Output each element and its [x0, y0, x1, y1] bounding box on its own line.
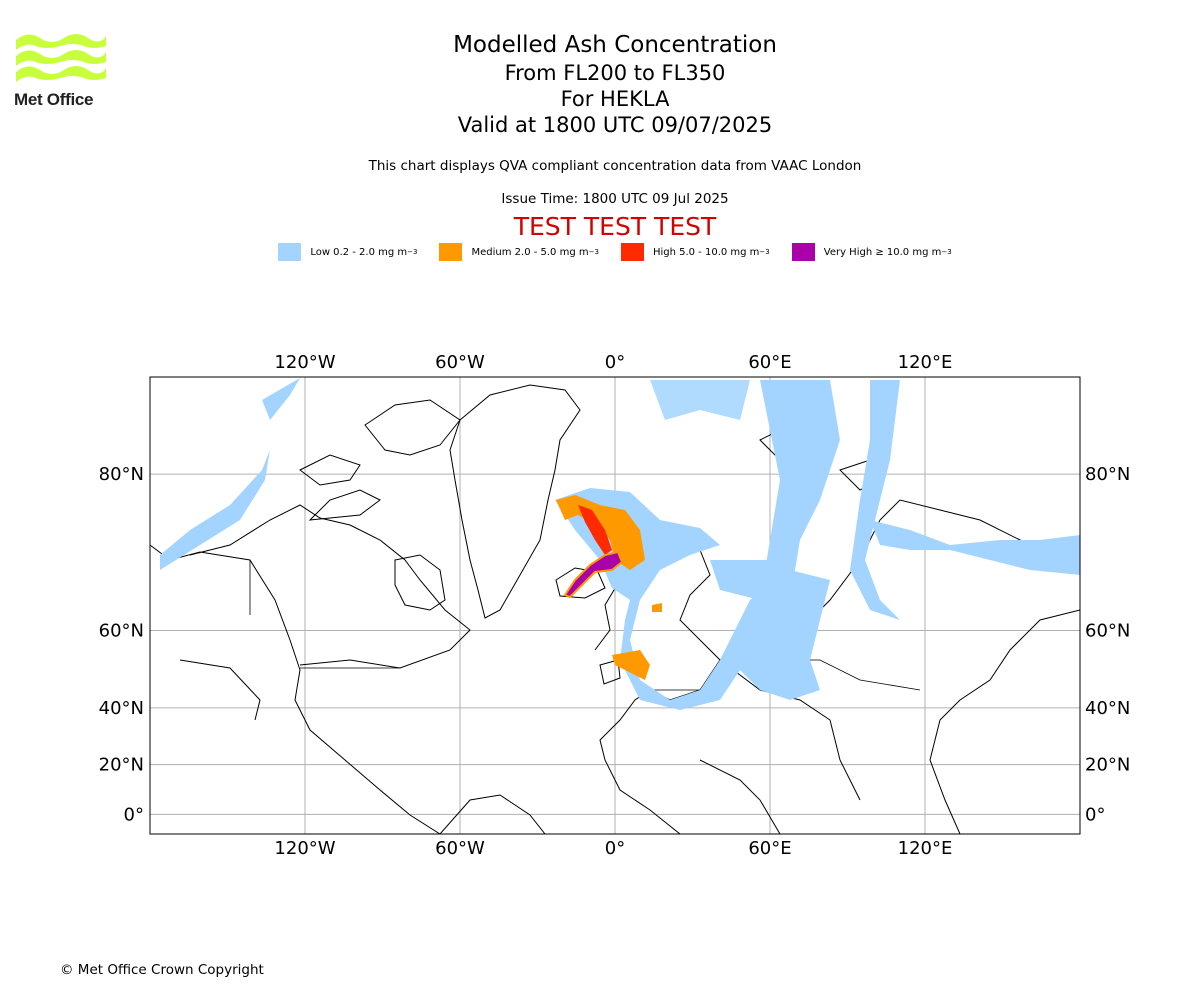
met-office-logo: Met Office [14, 30, 108, 112]
legend-swatch [620, 243, 644, 261]
legend-swatch [278, 243, 302, 261]
lon-tick-label: 60°E [748, 352, 791, 373]
page-title: Modelled Ash Concentration [453, 32, 777, 58]
ash-very-high [563, 550, 624, 599]
ash-medium [556, 495, 662, 680]
lon-tick-label: 120°E [898, 838, 953, 859]
lat-tick-label: 0° [124, 804, 144, 825]
lat-tick-label: 40°N [1085, 698, 1130, 719]
flight-levels: From FL200 to FL350 [504, 61, 726, 85]
lat-tick-label: 80°N [99, 464, 144, 485]
lat-tick-label: 20°N [1085, 755, 1130, 776]
legend-swatch [439, 243, 463, 261]
lon-tick-label: 60°E [748, 838, 791, 859]
lon-tick-label: 120°W [274, 838, 335, 859]
axis-tick-labels: 120°W 120°W 60°W 60°W 0° 0° 60°E 60°E 120°E 120°E… [99, 352, 1131, 859]
legend-item-low: Low 0.2 - 2.0 mg m −3 [278, 243, 417, 261]
lon-tick-label: 60°W [435, 352, 485, 373]
subtitle: This chart displays QVA compliant concen… [368, 158, 862, 174]
logo-text: Met Office [14, 90, 94, 109]
lon-tick-label: 120°W [274, 352, 335, 373]
test-banner: TEST TEST TEST [513, 212, 717, 241]
legend-label: Medium 2.0 - 5.0 mg m [471, 246, 589, 258]
legend-item-medium: Medium 2.0 - 5.0 mg m −3 [439, 243, 599, 261]
lat-tick-label: 40°N [99, 698, 144, 719]
ash-high [578, 505, 612, 555]
gridlines [150, 377, 1080, 834]
lat-tick-label: 60°N [1085, 620, 1130, 641]
legend-label: Very High ≥ 10.0 mg m [823, 246, 942, 258]
legend-sup: −3 [407, 248, 418, 256]
map-frame [149, 376, 1081, 835]
lon-tick-label: 60°W [435, 838, 485, 859]
chart-titles: Modelled Ash Concentration From FL200 to… [0, 30, 1200, 138]
lon-tick-label: 0° [605, 838, 625, 859]
legend-swatch [791, 243, 815, 261]
lon-tick-label: 120°E [898, 352, 953, 373]
legend: Low 0.2 - 2.0 mg m −3 Medium 2.0 - 5.0 mg… [0, 243, 1200, 261]
legend-sup: −3 [759, 248, 770, 256]
legend-sup: −3 [941, 248, 952, 256]
issue-time: Issue Time: 1800 UTC 09 Jul 2025 [501, 191, 729, 207]
lat-tick-label: 0° [1085, 804, 1105, 825]
wave-logo-icon [16, 34, 106, 82]
legend-label: High 5.0 - 10.0 mg m [652, 246, 760, 258]
legend-label: Low 0.2 - 2.0 mg m [310, 246, 408, 258]
lon-tick-label: 0° [605, 352, 625, 373]
volcano-name: For HEKLA [560, 87, 670, 111]
legend-sup: −3 [588, 248, 599, 256]
legend-item-high: High 5.0 - 10.0 mg m −3 [620, 243, 770, 261]
copyright: © Met Office Crown Copyright [60, 962, 264, 978]
lat-tick-label: 20°N [99, 755, 144, 776]
map-content [150, 378, 1080, 834]
valid-time: Valid at 1800 UTC 09/07/2025 [457, 113, 773, 137]
lat-tick-label: 80°N [1085, 464, 1130, 485]
lat-tick-label: 60°N [99, 620, 144, 641]
legend-item-very-high: Very High ≥ 10.0 mg m −3 [791, 243, 952, 261]
